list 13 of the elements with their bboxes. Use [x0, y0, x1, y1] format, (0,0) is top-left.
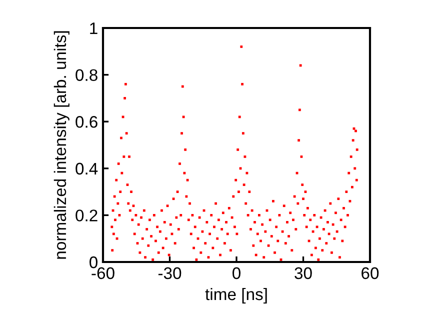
x-tick-label: 0 — [232, 267, 240, 280]
x-tick-label: -30 — [158, 267, 182, 280]
x-tick-label: -60 — [92, 267, 114, 280]
x-tick-label: 30 — [294, 267, 312, 280]
y-tick-label: 0 — [90, 256, 98, 268]
y-tick-label: 0.4 — [76, 162, 98, 175]
y-tick-label: 0.8 — [76, 69, 98, 82]
x-tick-label: 60 — [362, 267, 379, 280]
y-tick-label: 1 — [90, 22, 98, 34]
y-tick-label: 0.6 — [76, 116, 98, 128]
y-tick-label: 0.2 — [76, 210, 98, 222]
x-axis-title: time [ns] — [205, 288, 267, 304]
y-axis-title: normalized intensity [arb. units] — [54, 31, 70, 259]
